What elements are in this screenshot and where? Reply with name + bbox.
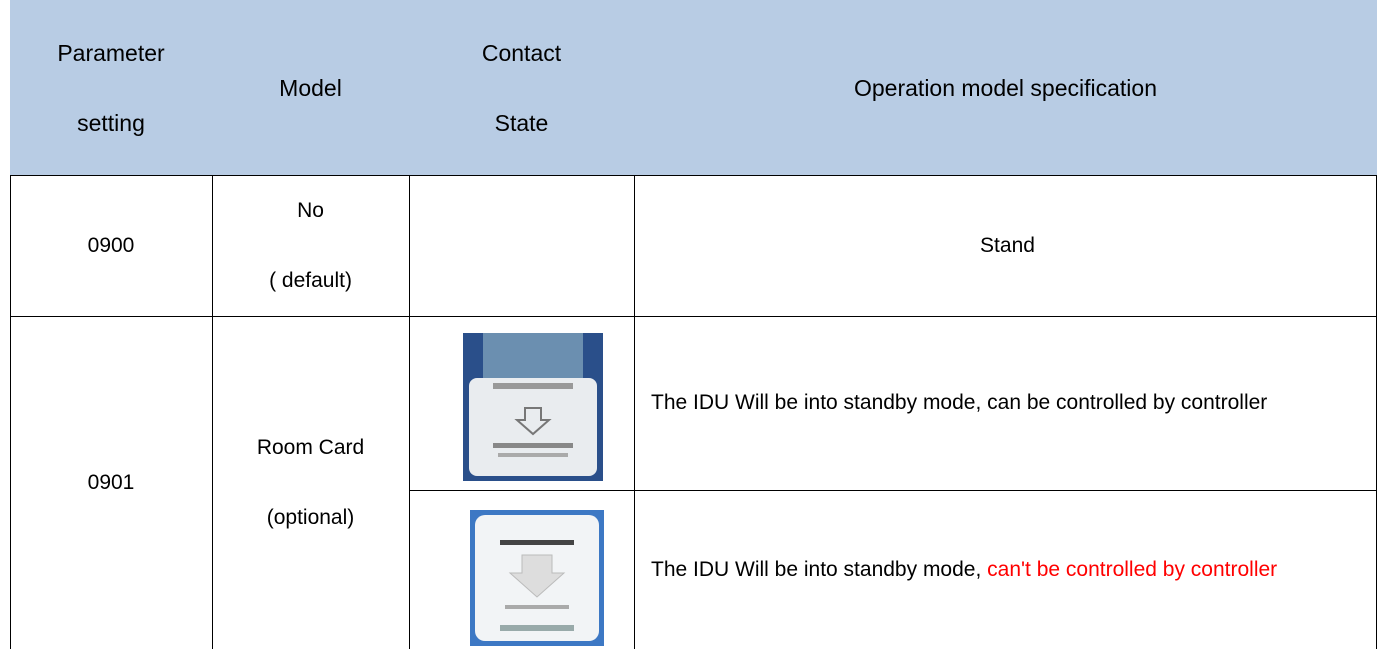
border bbox=[212, 0, 213, 649]
contact-header: Contact State bbox=[409, 0, 634, 175]
model-header: Model bbox=[212, 0, 409, 175]
setting-cell: 0901 bbox=[87, 470, 135, 494]
param-header: Parameter setting bbox=[10, 0, 212, 175]
card-removed-image bbox=[470, 510, 604, 646]
spec-text: Stand bbox=[980, 211, 1035, 281]
model-line: Room Card bbox=[256, 435, 365, 459]
border bbox=[10, 175, 1377, 176]
border bbox=[10, 316, 1377, 317]
spec-cell: The IDU Will be into standby mode, can't… bbox=[635, 490, 1376, 649]
card-inserted-image bbox=[463, 333, 603, 481]
header-line: setting bbox=[77, 109, 145, 136]
spec-cell: The IDU Will be into standby mode, can b… bbox=[635, 316, 1376, 490]
header-line: Operation model specification bbox=[854, 74, 1157, 101]
header-line: Parameter bbox=[57, 39, 165, 66]
model-line: (optional) bbox=[266, 505, 355, 529]
setting-cell: 0900 bbox=[87, 233, 135, 257]
spec-text: The IDU Will be into standby mode, can't… bbox=[651, 535, 1364, 605]
spec-text: The IDU Will be into standby mode, can b… bbox=[651, 368, 1364, 438]
border bbox=[634, 0, 635, 649]
spec-header: Operation model specification bbox=[634, 0, 1377, 175]
header-line: Model bbox=[279, 74, 342, 101]
spec-text-part: The IDU Will be into standby mode, can b… bbox=[651, 391, 1268, 414]
spec-cell: Stand bbox=[635, 175, 1376, 316]
model-cell: Room Card (optional) bbox=[212, 316, 409, 649]
border bbox=[409, 0, 410, 649]
model-line: ( default) bbox=[269, 268, 352, 292]
header-line: Contact bbox=[481, 39, 562, 66]
model-cell: No ( default) bbox=[212, 175, 409, 316]
border bbox=[10, 0, 11, 649]
spec-text-part: Stand bbox=[980, 233, 1035, 257]
border bbox=[409, 490, 1377, 491]
model-line: No bbox=[297, 198, 324, 222]
spec-text-part: The IDU Will be into standby mode, bbox=[651, 557, 988, 581]
spec-highlight: can't be controlled by controller bbox=[987, 557, 1278, 581]
header-line: State bbox=[494, 109, 549, 136]
